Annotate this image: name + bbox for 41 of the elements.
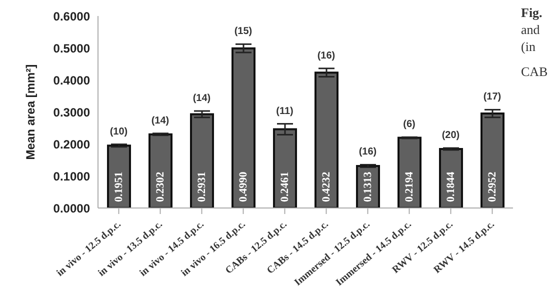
data-label: 0.4990 xyxy=(238,171,250,202)
bar xyxy=(439,148,463,208)
annotation: (14) xyxy=(151,115,170,126)
bar xyxy=(190,113,214,208)
y-tick-label: 0.1000 xyxy=(53,169,90,184)
bar xyxy=(232,47,256,208)
text: CAB xyxy=(521,63,548,80)
data-label: 0.1313 xyxy=(362,171,374,202)
data-label: 0.2194 xyxy=(404,171,416,202)
annotation: (14) xyxy=(192,93,211,104)
data-label: 0.4232 xyxy=(320,171,332,202)
data-label: 0.2302 xyxy=(154,171,166,202)
data-label: 0.2461 xyxy=(279,172,291,202)
bar xyxy=(480,112,504,208)
data-label: 0.1951 xyxy=(113,172,125,202)
bar xyxy=(273,128,297,208)
annotation: (20) xyxy=(442,130,460,142)
data-label: 0.2931 xyxy=(196,172,208,202)
y-axis-title: Mean area [mm²] xyxy=(23,64,38,160)
text: (in xyxy=(521,38,536,55)
bar xyxy=(398,136,422,208)
annotation: (16) xyxy=(317,50,336,62)
text: Fig. xyxy=(521,4,544,21)
annotation: (6) xyxy=(403,119,416,130)
y-tick-label: 0.4000 xyxy=(53,73,90,88)
data-label: 0.1844 xyxy=(445,171,457,202)
y-tick-label: 0.5000 xyxy=(53,41,90,56)
y-tick-label: 0.2000 xyxy=(53,137,90,152)
y-tick-label: 0.0000 xyxy=(53,201,90,216)
y-tick-label: 0.3000 xyxy=(53,105,90,120)
annotation: (10) xyxy=(110,126,128,138)
annotation: (17) xyxy=(483,92,502,103)
bar xyxy=(107,144,131,208)
bar xyxy=(314,72,338,208)
data-label: 0.2952 xyxy=(486,171,498,202)
bar xyxy=(148,133,172,208)
annotation: (16) xyxy=(358,146,377,158)
y-tick-label: 0.6000 xyxy=(53,9,90,24)
annotation: (15) xyxy=(234,26,252,38)
text: and xyxy=(521,21,541,38)
annotation: (11) xyxy=(276,106,294,117)
